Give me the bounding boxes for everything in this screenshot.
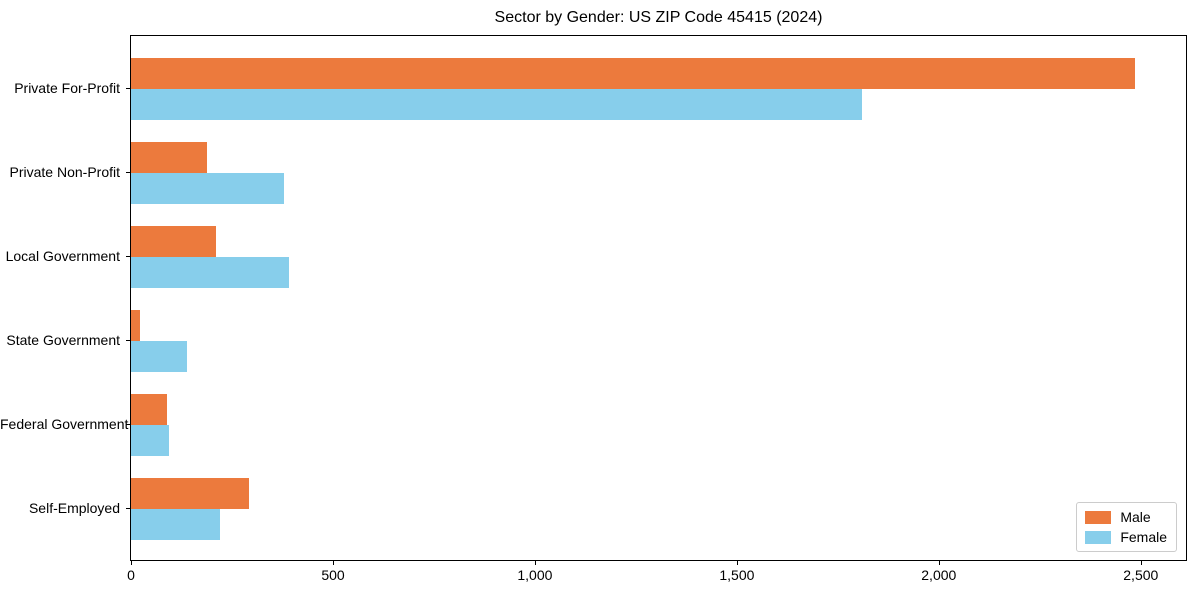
y-tick-mark — [126, 508, 130, 509]
y-tick-mark — [126, 88, 130, 89]
category-label-self-employed: Self-Employed — [28, 500, 120, 516]
legend: Male Female — [1076, 502, 1177, 552]
bar-female-federal-government — [131, 425, 169, 456]
chart-title: Sector by Gender: US ZIP Code 45415 (202… — [494, 9, 823, 26]
y-tick-mark — [126, 424, 130, 425]
x-tick-mark — [736, 561, 738, 565]
bar-female-local-government — [131, 257, 290, 288]
x-tick-label-1-500: 1,500 — [719, 567, 755, 583]
bar-female-private-for-profit — [131, 89, 863, 120]
x-tick-mark — [1140, 561, 1142, 565]
x-tick-mark — [333, 561, 334, 565]
bar-male-federal-government — [131, 394, 167, 425]
bar-male-local-government — [131, 226, 216, 257]
legend-entry-female: Female — [1085, 529, 1167, 545]
bar-female-private-non-profit — [131, 173, 284, 204]
bar-female-self-employed — [131, 509, 220, 540]
category-label-private-non-profit: Private Non-Profit — [9, 164, 120, 180]
bar-male-self-employed — [131, 478, 250, 509]
y-tick-mark — [126, 256, 130, 257]
x-tick-label-2-500: 2,500 — [1123, 567, 1159, 583]
legend-swatch-female-icon — [1085, 530, 1112, 544]
bar-male-state-government — [131, 310, 140, 341]
bar-female-state-government — [131, 341, 187, 372]
plot-area — [130, 35, 1187, 561]
category-label-local-government: Local Government — [5, 248, 120, 264]
x-tick-mark — [534, 561, 536, 565]
legend-swatch-male-icon — [1085, 510, 1112, 524]
y-tick-mark — [126, 172, 130, 173]
x-tick-mark — [131, 561, 132, 565]
bar-male-private-for-profit — [131, 58, 1135, 89]
legend-label-female: Female — [1120, 529, 1167, 545]
legend-label-male: Male — [1120, 509, 1151, 525]
category-label-state-government: State Government — [6, 332, 120, 348]
x-tick-label-2-000: 2,000 — [921, 567, 957, 583]
y-tick-mark — [126, 340, 130, 341]
x-tick-label-1-000: 1,000 — [517, 567, 553, 583]
category-label-federal-government: Federal Government — [0, 416, 129, 432]
x-tick-label-500: 500 — [321, 567, 345, 583]
x-tick-mark — [938, 561, 940, 565]
legend-entry-male: Male — [1085, 509, 1167, 525]
x-tick-label-0: 0 — [127, 567, 135, 583]
bar-male-private-non-profit — [131, 142, 207, 173]
category-label-private-for-profit: Private For-Profit — [14, 80, 120, 96]
